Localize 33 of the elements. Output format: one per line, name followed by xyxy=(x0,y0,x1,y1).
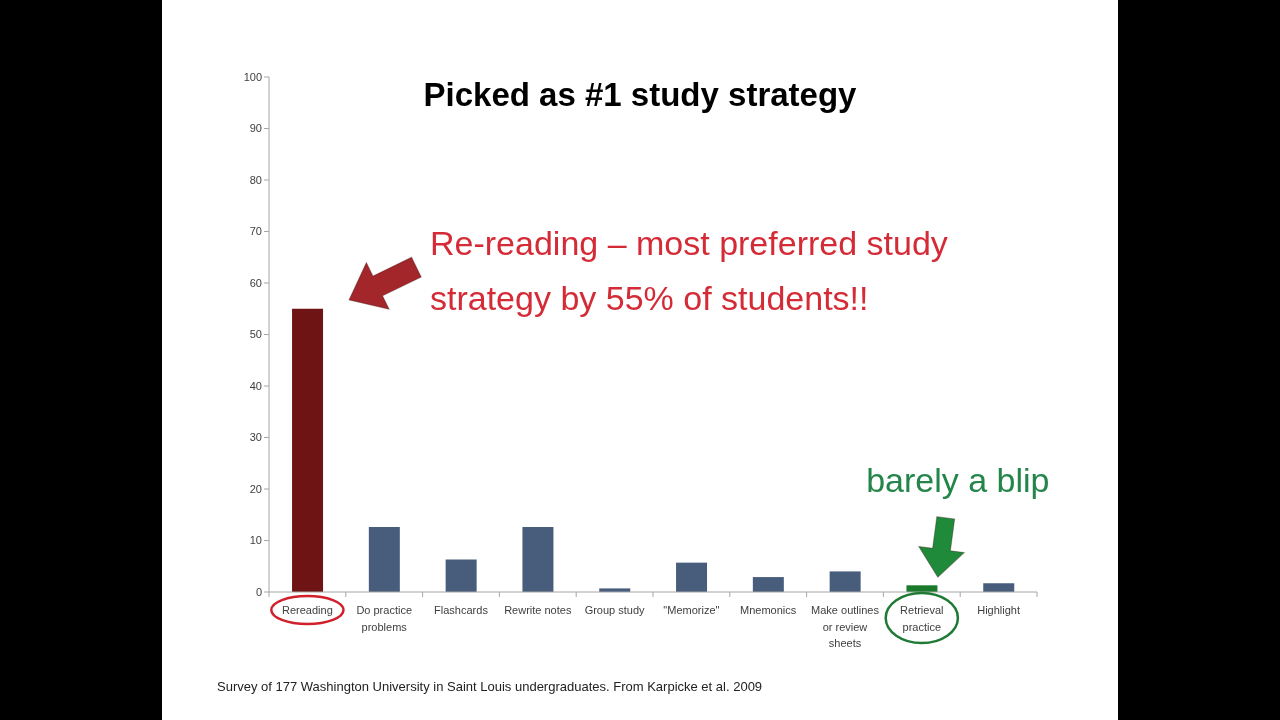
x-tick-label: Rewrite notes xyxy=(504,604,572,616)
bar xyxy=(829,571,861,592)
y-tick-label: 70 xyxy=(249,225,262,238)
y-tick-label: 40 xyxy=(249,379,262,392)
y-tick-label: 30 xyxy=(249,431,262,444)
annotation: barely a blip xyxy=(866,461,1050,500)
y-tick-label: 20 xyxy=(249,482,262,495)
bar xyxy=(983,583,1015,592)
x-tick-label: Group study xyxy=(584,604,646,616)
text: Survey of 177 Washington University in Saint Louis undergraduates. From Karpicke et al. 2009 xyxy=(217,679,763,694)
annotation: Re-reading – most preferred study strategy by 55% of students!! xyxy=(430,224,948,317)
x-tick-label: Highlight xyxy=(977,604,1021,616)
bar xyxy=(292,308,324,592)
chart-title: Picked as #1 study strategy xyxy=(423,76,858,113)
bar xyxy=(368,527,400,592)
x-tick-label: Retrieval practice xyxy=(900,604,944,633)
x-tick-label: Do practice problems xyxy=(356,604,413,633)
bar xyxy=(522,527,554,592)
x-tick-label: Flashcards xyxy=(434,604,489,616)
y-tick-label: 90 xyxy=(249,122,262,135)
bar xyxy=(676,562,708,592)
y-tick-label: 0 xyxy=(255,585,262,598)
y-tick-label: 100 xyxy=(243,70,262,83)
bar xyxy=(752,577,784,592)
x-tick-label: Make outlines or review sheets xyxy=(811,604,880,649)
x-tick-label: Mnemonics xyxy=(740,604,797,616)
y-tick-label: 10 xyxy=(249,534,262,547)
y-tick-label: 80 xyxy=(249,173,262,186)
x-tick-label: Rereading xyxy=(282,604,333,616)
y-tick-label: 60 xyxy=(249,276,262,289)
bar xyxy=(445,559,477,592)
y-tick-label: 50 xyxy=(249,328,262,341)
x-tick-label: "Memorize" xyxy=(663,604,720,616)
